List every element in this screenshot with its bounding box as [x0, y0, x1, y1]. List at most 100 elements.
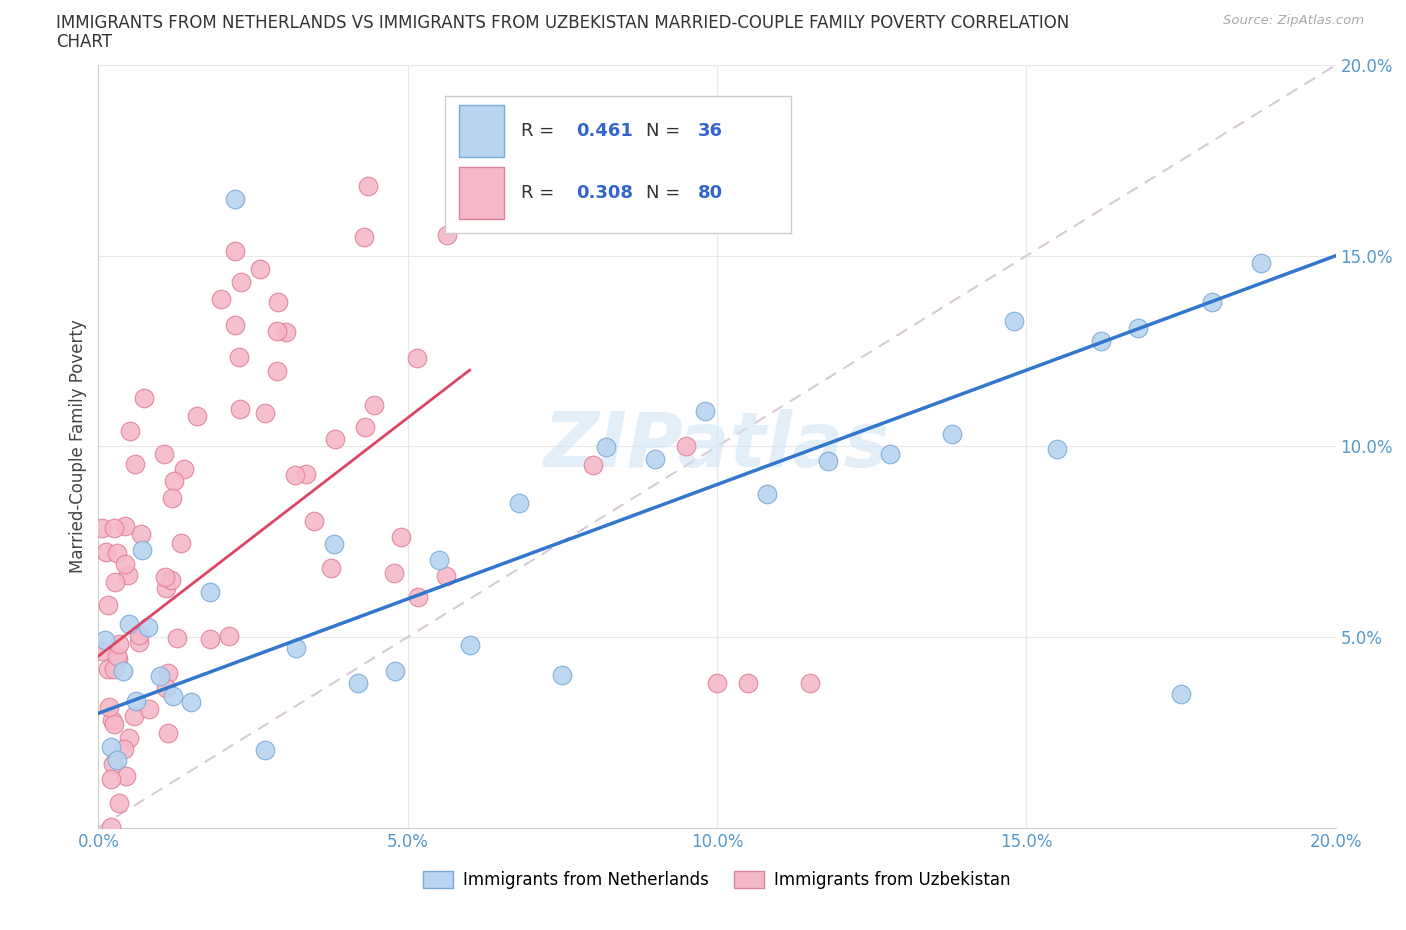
Point	[108, 796, 131, 811]
Point	[229, 401, 252, 416]
Point	[124, 709, 146, 724]
Point	[389, 530, 412, 545]
Point	[582, 458, 605, 472]
Point	[1090, 334, 1112, 349]
Point	[152, 446, 174, 461]
Point	[434, 569, 457, 584]
Point	[382, 565, 405, 580]
Point	[266, 324, 288, 339]
Text: CHART: CHART	[56, 33, 112, 50]
Point	[1250, 256, 1272, 271]
Point	[114, 556, 136, 571]
Point	[941, 426, 963, 441]
Point	[170, 535, 193, 550]
Point	[322, 537, 344, 551]
Point	[224, 244, 246, 259]
Point	[1126, 321, 1149, 336]
Point	[644, 451, 666, 466]
Point	[1046, 441, 1069, 456]
Point	[105, 648, 128, 663]
Point	[103, 661, 125, 676]
Point	[103, 717, 125, 732]
Point	[114, 519, 136, 534]
Point	[1002, 313, 1025, 328]
Point	[384, 664, 406, 679]
Point	[149, 669, 172, 684]
Point	[156, 666, 179, 681]
Point	[112, 742, 135, 757]
Point	[166, 631, 188, 645]
Point	[321, 561, 343, 576]
Point	[108, 637, 131, 652]
Point	[180, 695, 202, 710]
Point	[105, 545, 128, 560]
Point	[595, 439, 617, 454]
Point	[353, 229, 375, 244]
Point	[218, 629, 240, 644]
Point	[228, 349, 250, 364]
Point	[1170, 686, 1192, 701]
Point	[100, 819, 122, 834]
Point	[163, 473, 186, 488]
Point	[128, 627, 150, 642]
Point	[91, 520, 114, 535]
Point	[253, 405, 276, 420]
Point	[363, 398, 385, 413]
Point	[91, 644, 114, 658]
Point	[162, 688, 184, 703]
Point	[458, 637, 481, 652]
Point	[266, 364, 288, 379]
Point	[254, 742, 277, 757]
Point	[98, 700, 121, 715]
Point	[508, 496, 530, 511]
Point	[118, 617, 141, 631]
Point	[285, 641, 308, 656]
Point	[160, 572, 183, 587]
Point	[93, 632, 115, 647]
Point	[551, 668, 574, 683]
Point	[155, 580, 177, 595]
Point	[124, 457, 146, 472]
Point	[134, 391, 156, 405]
Point	[105, 753, 128, 768]
Point	[755, 487, 778, 502]
Point	[353, 419, 375, 434]
Point	[198, 584, 221, 599]
Point	[304, 513, 326, 528]
Point	[173, 461, 195, 476]
Point	[153, 569, 176, 584]
Point	[706, 675, 728, 690]
Point	[131, 542, 153, 557]
Point	[124, 694, 146, 709]
Point	[112, 664, 135, 679]
Point	[100, 712, 122, 727]
Legend: Immigrants from Netherlands, Immigrants from Uzbekistan: Immigrants from Netherlands, Immigrants …	[416, 864, 1018, 896]
Point	[157, 725, 180, 740]
Text: Source: ZipAtlas.com: Source: ZipAtlas.com	[1223, 14, 1364, 27]
Point	[323, 432, 346, 446]
Text: ZIPatlas: ZIPatlas	[544, 409, 890, 484]
Y-axis label: Married-Couple Family Poverty: Married-Couple Family Poverty	[69, 320, 87, 573]
Point	[267, 295, 290, 310]
Point	[817, 454, 839, 469]
Point	[131, 527, 153, 542]
Point	[118, 731, 141, 746]
Point	[103, 757, 125, 772]
Point	[162, 490, 184, 505]
Point	[347, 675, 370, 690]
Point	[136, 619, 159, 634]
Point	[229, 274, 252, 289]
Point	[357, 179, 380, 193]
Point	[1201, 295, 1223, 310]
Point	[107, 652, 129, 667]
Point	[103, 520, 125, 535]
Point	[406, 351, 429, 365]
Point	[138, 701, 160, 716]
Point	[224, 192, 246, 206]
Text: IMMIGRANTS FROM NETHERLANDS VS IMMIGRANTS FROM UZBEKISTAN MARRIED-COUPLE FAMILY : IMMIGRANTS FROM NETHERLANDS VS IMMIGRANT…	[56, 14, 1070, 32]
Point	[284, 467, 307, 482]
Point	[693, 404, 716, 418]
Point	[294, 466, 316, 481]
Point	[97, 661, 120, 676]
Point	[274, 325, 297, 339]
